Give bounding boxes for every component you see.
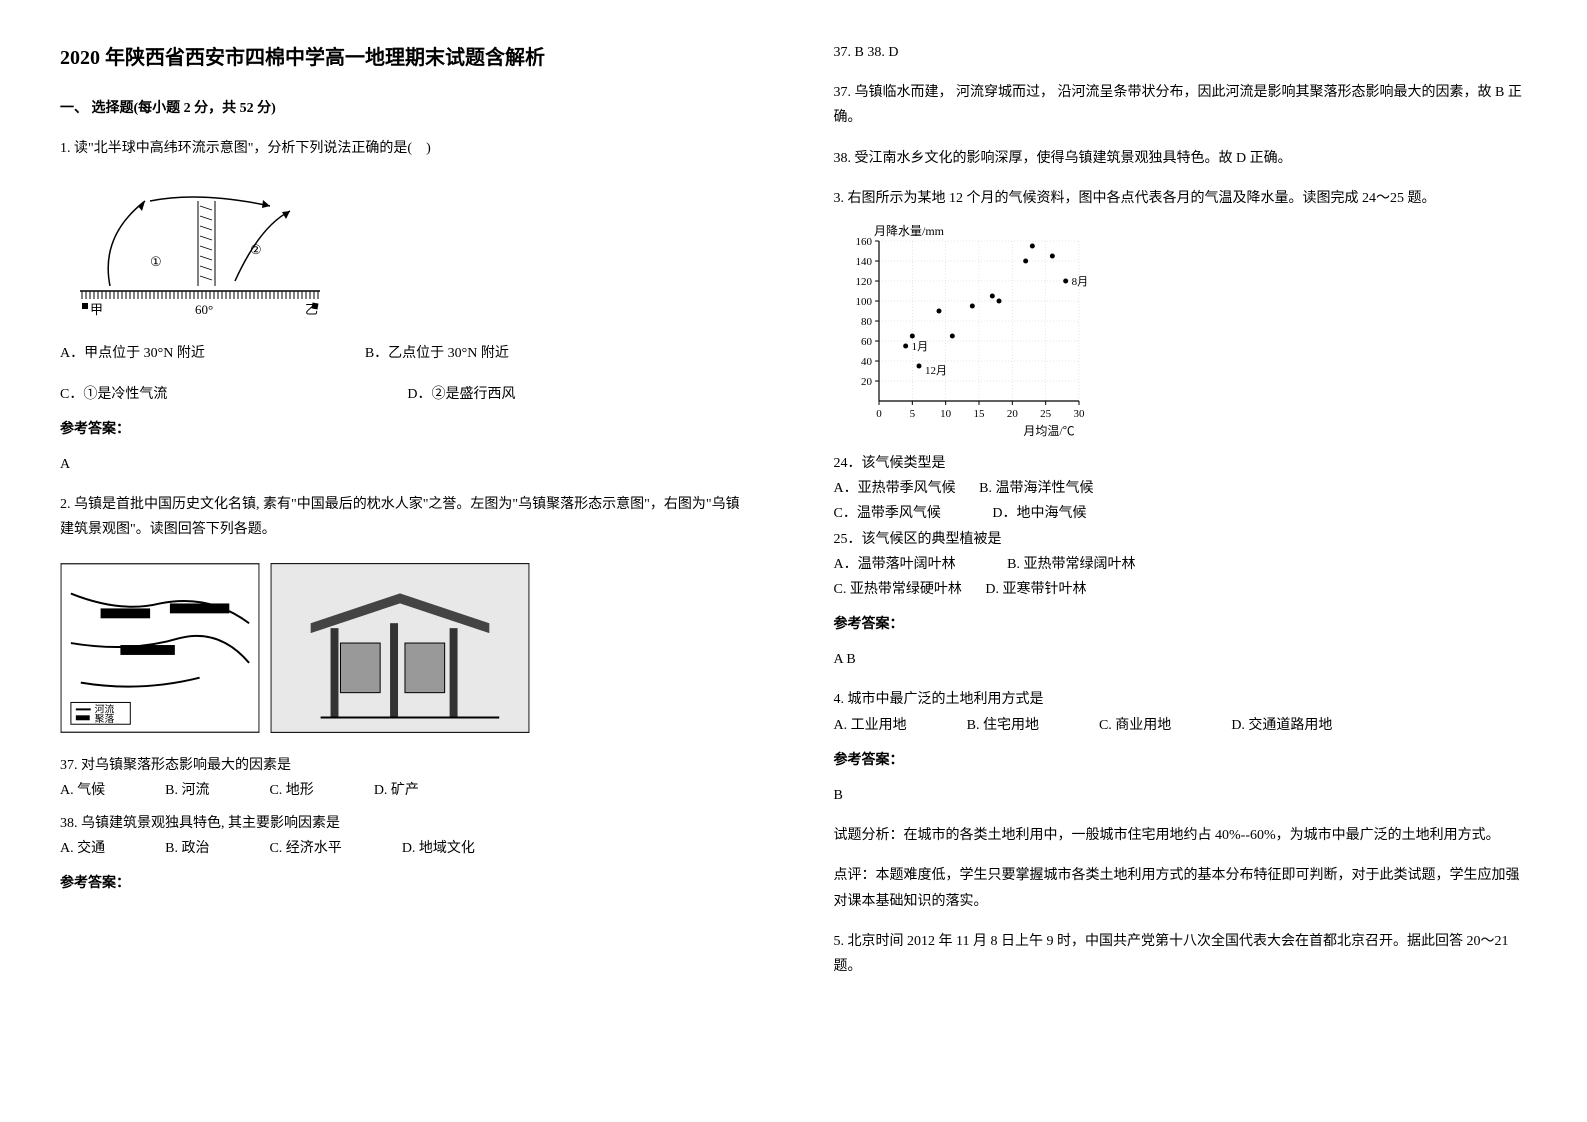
q4-text: 4. 城市中最广泛的土地利用方式是 bbox=[834, 687, 1528, 712]
svg-text:月均温/℃: 月均温/℃ bbox=[1023, 424, 1074, 438]
q3-24-optA: A．亚热带季风气候 bbox=[834, 481, 956, 496]
svg-text:月降水量/mm: 月降水量/mm bbox=[874, 224, 945, 238]
q2-sub38-options: A. 交通 B. 政治 C. 经济水平 D. 地域文化 bbox=[60, 836, 754, 861]
wuzhen-building-image bbox=[270, 563, 530, 733]
q2-answer-line: 37. B 38. D bbox=[834, 40, 1528, 65]
q4-optD: D. 交通道路用地 bbox=[1231, 713, 1332, 738]
svg-text:160: 160 bbox=[855, 236, 872, 248]
q1-answer: A bbox=[60, 452, 754, 477]
q4-optB: B. 住宅用地 bbox=[967, 713, 1039, 738]
right-column: 37. B 38. D 37. 乌镇临水而建， 河流穿城而过， 沿河流呈条带状分… bbox=[834, 40, 1528, 994]
q2-image-row: 河流 聚落 bbox=[60, 553, 754, 743]
q2-sub37-text: 37. 对乌镇聚落形态影响最大的因素是 bbox=[60, 753, 754, 778]
q3-25-optC: C. 亚热带常绿硬叶林 bbox=[834, 582, 962, 597]
q3-sub25-row1: A．温带落叶阔叶林 B. 亚热带常绿阔叶林 bbox=[834, 552, 1528, 577]
svg-text:20: 20 bbox=[1006, 408, 1018, 420]
section-header: 一、 选择题(每小题 2 分，共 52 分) bbox=[60, 96, 754, 121]
q3-sub24-row2: C．温带季风气候 D．地中海气候 bbox=[834, 501, 1528, 526]
left-column: 2020 年陕西省西安市四棉中学高一地理期末试题含解析 一、 选择题(每小题 2… bbox=[60, 40, 754, 994]
svg-text:12月: 12月 bbox=[925, 365, 947, 377]
q2-sub38-text: 38. 乌镇建筑景观独具特色, 其主要影响因素是 bbox=[60, 811, 754, 836]
q3-24-optB: B. 温带海洋性气候 bbox=[979, 481, 1093, 496]
question-1: 1. 读"北半球中高纬环流示意图"，分析下列说法正确的是( ) bbox=[60, 136, 754, 477]
q2-analysis38: 38. 受江南水乡文化的影响深厚，使得乌镇建筑景观独具特色。故 D 正确。 bbox=[834, 146, 1528, 171]
q2-sub37-options: A. 气候 B. 河流 C. 地形 D. 矿产 bbox=[60, 778, 754, 803]
q2-37-optA: A. 气候 bbox=[60, 778, 105, 803]
q1-options-row2: C．①是冷性气流 D．②是盛行西风 bbox=[60, 382, 754, 407]
q2-38-optC: C. 经济水平 bbox=[269, 836, 341, 861]
q3-answer-label: 参考答案： bbox=[834, 612, 1528, 637]
q3-24-optC: C．温带季风气候 bbox=[834, 506, 941, 521]
q3-answer: A B bbox=[834, 647, 1528, 672]
question-2: 2. 乌镇是首批中国历史文化名镇, 素有"中国最后的枕水人家"之誉。左图为"乌镇… bbox=[60, 492, 754, 896]
q4-options: A. 工业用地 B. 住宅用地 C. 商业用地 D. 交通道路用地 bbox=[834, 713, 1528, 738]
svg-text:5: 5 bbox=[909, 408, 915, 420]
q2-38-optD: D. 地域文化 bbox=[402, 836, 475, 861]
q2-answer-label: 参考答案： bbox=[60, 871, 754, 896]
q2-37-optD: D. 矿产 bbox=[374, 778, 419, 803]
q4-optA: A. 工业用地 bbox=[834, 713, 907, 738]
svg-text:140: 140 bbox=[855, 256, 872, 268]
question-3: 3. 右图所示为某地 12 个月的气候资料，图中各点代表各月的气温及降水量。读图… bbox=[834, 186, 1528, 673]
q3-sub24-row1: A．亚热带季风气候 B. 温带海洋性气候 bbox=[834, 476, 1528, 501]
q3-sub25-row2: C. 亚热带常绿硬叶林 D. 亚寒带针叶林 bbox=[834, 577, 1528, 602]
svg-text:8月: 8月 bbox=[1071, 276, 1088, 288]
q1-optC: C．①是冷性气流 bbox=[60, 382, 167, 407]
q1-answer-label: 参考答案： bbox=[60, 417, 754, 442]
q1-optA: A．甲点位于 30°N 附近 bbox=[60, 341, 205, 366]
q1-text: 1. 读"北半球中高纬环流示意图"，分析下列说法正确的是( ) bbox=[60, 136, 754, 161]
q4-optC: C. 商业用地 bbox=[1099, 713, 1171, 738]
q1-options-row1: A．甲点位于 30°N 附近 B．乙点位于 30°N 附近 bbox=[60, 341, 754, 366]
q4-analysis1: 试题分析：在城市的各类土地利用中，一般城市住宅用地约占 40%--60%，为城市… bbox=[834, 823, 1528, 848]
svg-text:25: 25 bbox=[1040, 408, 1052, 420]
q3-text: 3. 右图所示为某地 12 个月的气候资料，图中各点代表各月的气温及降水量。读图… bbox=[834, 186, 1528, 211]
q3-25-optB: B. 亚热带常绿阔叶林 bbox=[1007, 557, 1135, 572]
svg-text:60: 60 bbox=[861, 336, 873, 348]
svg-text:80: 80 bbox=[861, 316, 873, 328]
svg-text:15: 15 bbox=[973, 408, 985, 420]
q5-text: 5. 北京时间 2012 年 11 月 8 日上午 9 时，中国共产党第十八次全… bbox=[834, 929, 1528, 979]
q2-37-optB: B. 河流 bbox=[165, 778, 209, 803]
q2-38-optB: B. 政治 bbox=[165, 836, 209, 861]
svg-text:30: 30 bbox=[1073, 408, 1085, 420]
q3-sub25-text: 25．该气候区的典型植被是 bbox=[834, 527, 1528, 552]
svg-text:20: 20 bbox=[861, 376, 873, 388]
question-5: 5. 北京时间 2012 年 11 月 8 日上午 9 时，中国共产党第十八次全… bbox=[834, 929, 1528, 979]
q1-optD: D．②是盛行西风 bbox=[407, 382, 515, 407]
svg-text:1月: 1月 bbox=[911, 341, 928, 353]
diagram-label-2: ② bbox=[250, 242, 262, 257]
circulation-diagram: ① ② 甲 60° 乙 bbox=[60, 176, 340, 326]
page-title: 2020 年陕西省西安市四棉中学高一地理期末试题含解析 bbox=[60, 40, 754, 76]
q3-25-optA: A．温带落叶阔叶林 bbox=[834, 557, 956, 572]
svg-text:100: 100 bbox=[855, 296, 872, 308]
question-4: 4. 城市中最广泛的土地利用方式是 A. 工业用地 B. 住宅用地 C. 商业用… bbox=[834, 687, 1528, 913]
wuzhen-map-image: 河流 聚落 bbox=[60, 563, 260, 733]
q3-25-optD: D. 亚寒带针叶林 bbox=[985, 582, 1086, 597]
climate-chart: 0 5 10 15 20 25 30 20 40 60 80 100 120 140 160月降水量/mm 月… bbox=[834, 221, 1094, 441]
diagram-label-jia: 甲 bbox=[90, 302, 103, 317]
diagram-label-60: 60° bbox=[195, 302, 213, 317]
q4-answer: B bbox=[834, 783, 1528, 808]
svg-text:聚落: 聚落 bbox=[95, 713, 115, 725]
q2-text: 2. 乌镇是首批中国历史文化名镇, 素有"中国最后的枕水人家"之誉。左图为"乌镇… bbox=[60, 492, 754, 542]
q4-analysis2: 点评：本题难度低，学生只要掌握城市各类土地利用方式的基本分布特征即可判断，对于此… bbox=[834, 863, 1528, 913]
q2-37-optC: C. 地形 bbox=[269, 778, 313, 803]
q1-optB: B．乙点位于 30°N 附近 bbox=[365, 341, 509, 366]
svg-text:10: 10 bbox=[940, 408, 952, 420]
diagram-label-1: ① bbox=[150, 254, 162, 269]
q4-answer-label: 参考答案： bbox=[834, 748, 1528, 773]
q2-analysis37: 37. 乌镇临水而建， 河流穿城而过， 沿河流呈条带状分布，因此河流是影响其聚落… bbox=[834, 80, 1528, 130]
q3-sub24-text: 24．该气候类型是 bbox=[834, 451, 1528, 476]
svg-text:0: 0 bbox=[876, 408, 882, 420]
q2-38-optA: A. 交通 bbox=[60, 836, 105, 861]
svg-text:120: 120 bbox=[855, 276, 872, 288]
svg-text:40: 40 bbox=[861, 356, 873, 368]
q3-24-optD: D．地中海气候 bbox=[992, 506, 1086, 521]
